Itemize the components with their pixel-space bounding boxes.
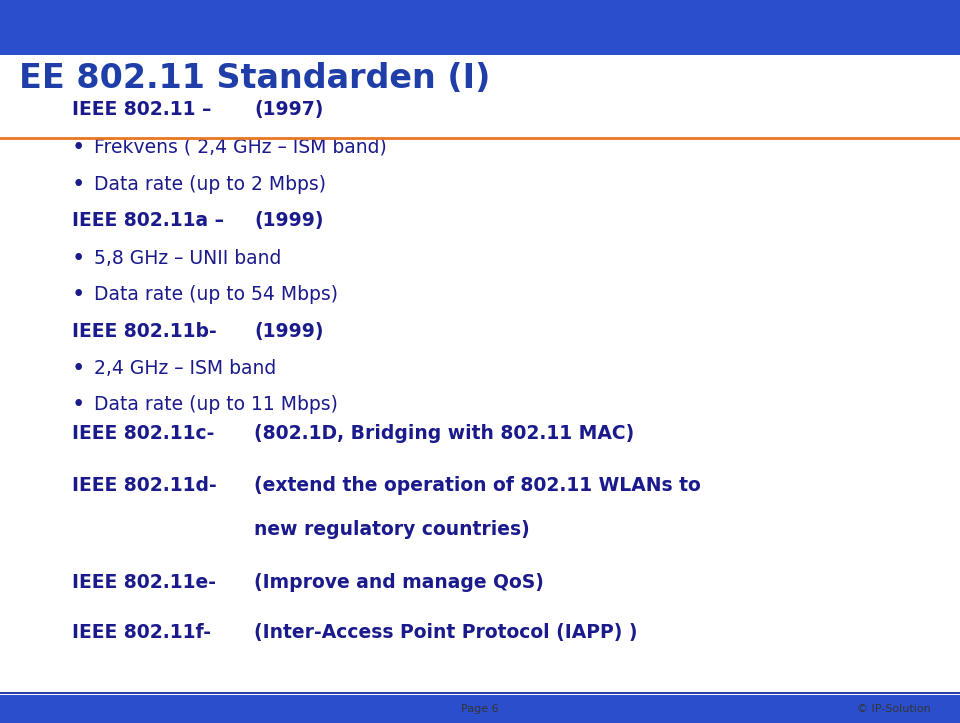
Text: © IP-Solution: © IP-Solution — [857, 704, 931, 714]
Text: •: • — [72, 357, 85, 380]
Text: IEEE 802.11b-: IEEE 802.11b- — [72, 322, 217, 341]
Text: IEEE 802.11a –: IEEE 802.11a – — [72, 211, 224, 230]
Text: (1999): (1999) — [254, 211, 324, 230]
Text: •: • — [72, 247, 85, 270]
Text: •: • — [72, 393, 85, 416]
Text: 2,4 GHz – ISM band: 2,4 GHz – ISM band — [94, 359, 276, 378]
Text: 5,8 GHz – UNII band: 5,8 GHz – UNII band — [94, 249, 281, 268]
FancyBboxPatch shape — [0, 0, 960, 55]
Text: (Inter-Access Point Protocol (IAPP) ): (Inter-Access Point Protocol (IAPP) ) — [254, 623, 637, 642]
Text: Frekvens ( 2,4 GHz – ISM band): Frekvens ( 2,4 GHz – ISM band) — [94, 138, 387, 157]
FancyBboxPatch shape — [0, 695, 960, 723]
Text: EE 802.11 Standarden (I): EE 802.11 Standarden (I) — [19, 62, 491, 95]
Text: IEEE 802.11e-: IEEE 802.11e- — [72, 573, 216, 591]
Text: •: • — [72, 283, 85, 307]
Text: (1997): (1997) — [254, 100, 324, 119]
Text: Data rate (up to 54 Mbps): Data rate (up to 54 Mbps) — [94, 286, 338, 304]
Text: (Improve and manage QoS): (Improve and manage QoS) — [254, 573, 544, 591]
Text: IEEE 802.11d-: IEEE 802.11d- — [72, 476, 217, 495]
Text: new regulatory countries): new regulatory countries) — [254, 520, 530, 539]
Text: (802.1D, Bridging with 802.11 MAC): (802.1D, Bridging with 802.11 MAC) — [254, 424, 635, 443]
Text: Data rate (up to 2 Mbps): Data rate (up to 2 Mbps) — [94, 175, 326, 194]
Text: IEEE 802.11f-: IEEE 802.11f- — [72, 623, 211, 642]
Text: (1999): (1999) — [254, 322, 324, 341]
Text: •: • — [72, 173, 85, 196]
Text: Page 6: Page 6 — [461, 704, 499, 714]
Text: (extend the operation of 802.11 WLANs to: (extend the operation of 802.11 WLANs to — [254, 476, 701, 495]
Text: Data rate (up to 11 Mbps): Data rate (up to 11 Mbps) — [94, 395, 338, 414]
Text: •: • — [72, 136, 85, 159]
Text: IEEE 802.11 –: IEEE 802.11 – — [72, 100, 211, 119]
Text: IEEE 802.11c-: IEEE 802.11c- — [72, 424, 214, 443]
